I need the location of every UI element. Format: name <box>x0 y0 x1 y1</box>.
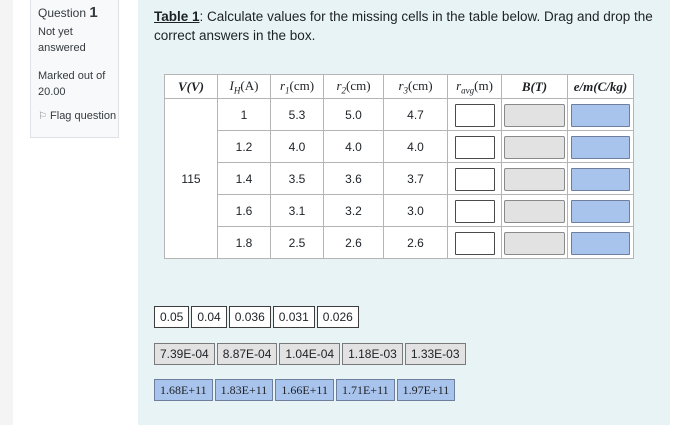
table-header-row: V(V) IH(A) r1(cm) r2(cm) r3(cm) ravg(m) … <box>164 74 634 99</box>
header-r3: r3(cm) <box>383 74 448 99</box>
ih-cell: 1.4 <box>217 162 271 195</box>
r1-cell: 4.0 <box>270 130 324 163</box>
r3-cell: 3.7 <box>383 162 448 195</box>
question-info-panel: Question 1 Not yet answered Marked out o… <box>30 0 119 138</box>
data-table: V(V) IH(A) r1(cm) r2(cm) r3(cm) ravg(m) … <box>164 74 634 259</box>
question-status: Not yet answered <box>38 26 86 54</box>
em-choice-chip[interactable]: 1.83E+11 <box>214 379 274 401</box>
b-choice-chip[interactable]: 8.87E-04 <box>216 343 278 365</box>
drop-zone-em[interactable] <box>571 136 630 159</box>
header-em: e/m(C/kg) <box>567 74 634 99</box>
flag-icon: ⚐ <box>38 111 47 122</box>
em-choice-chip[interactable]: 1.68E+11 <box>154 379 213 401</box>
drop-zone-ravg[interactable] <box>454 200 495 223</box>
table-row: 1.6 3.1 3.2 3.0 <box>165 194 634 227</box>
voltage-cell: 115 <box>164 98 218 259</box>
r3-cell: 3.0 <box>383 194 448 227</box>
em-choice-chip[interactable]: 1.71E+11 <box>335 379 395 401</box>
header-r1: r1(cm) <box>270 74 324 99</box>
b-choice-chip[interactable]: 7.39E-04 <box>154 343 215 365</box>
r2-cell: 4.0 <box>323 130 384 163</box>
question-marks: Marked out of 20.00 <box>38 70 106 98</box>
ih-cell: 1.2 <box>217 130 271 163</box>
header-voltage: V(V) <box>164 74 218 99</box>
b-choice-chip[interactable]: 1.04E-04 <box>279 343 341 365</box>
b-choice-chip[interactable]: 1.33E-03 <box>404 343 466 365</box>
question-number: 1 <box>89 4 98 21</box>
ih-cell: 1.6 <box>217 194 271 227</box>
b-choices: 7.39E-04 8.87E-04 1.04E-04 1.18E-03 1.33… <box>154 343 468 365</box>
r1-cell: 5.3 <box>270 98 324 131</box>
drop-zone-b[interactable] <box>504 104 565 127</box>
r2-cell: 5.0 <box>323 98 384 131</box>
drop-zone-b[interactable] <box>504 168 565 191</box>
r2-cell: 2.6 <box>323 226 384 259</box>
drop-zone-b[interactable] <box>504 232 565 255</box>
ravg-choice-chip[interactable]: 0.05 <box>154 306 190 328</box>
r1-cell: 3.1 <box>270 194 324 227</box>
table-reference: Table 1 <box>154 9 200 24</box>
r2-cell: 3.6 <box>323 162 384 195</box>
ih-cell: 1.8 <box>217 226 271 259</box>
flag-question-link[interactable]: ⚐ Flag question <box>38 108 118 125</box>
drop-zone-ravg[interactable] <box>454 232 495 255</box>
drop-zone-em[interactable] <box>571 168 630 191</box>
drop-zone-em[interactable] <box>571 200 630 223</box>
r1-cell: 2.5 <box>270 226 324 259</box>
drop-zone-ravg[interactable] <box>454 104 495 127</box>
table-row: 1.2 4.0 4.0 4.0 <box>165 130 634 163</box>
r2-cell: 3.2 <box>323 194 384 227</box>
drop-zone-ravg[interactable] <box>454 136 495 159</box>
header-ravg: ravg(m) <box>447 74 502 99</box>
ravg-choice-chip[interactable]: 0.026 <box>316 306 359 328</box>
ravg-choice-chip[interactable]: 0.031 <box>272 306 315 328</box>
drop-zone-em[interactable] <box>571 104 630 127</box>
instructions: Table 1: Calculate values for the missin… <box>154 7 664 45</box>
ravg-choice-chip[interactable]: 0.036 <box>228 306 271 328</box>
drop-zone-b[interactable] <box>504 136 565 159</box>
header-r2: r2(cm) <box>323 74 384 99</box>
header-current: IH(A) <box>217 74 271 99</box>
em-choice-chip[interactable]: 1.97E+11 <box>396 379 456 401</box>
drop-zone-em[interactable] <box>571 232 630 255</box>
em-choice-chip[interactable]: 1.66E+11 <box>275 379 334 401</box>
r1-cell: 3.5 <box>270 162 324 195</box>
header-b: B(T) <box>501 74 568 99</box>
ravg-choices: 0.05 0.04 0.036 0.031 0.026 <box>154 306 361 328</box>
drop-zone-ravg[interactable] <box>454 168 495 191</box>
r3-cell: 4.0 <box>383 130 448 163</box>
ih-cell: 1 <box>217 98 271 131</box>
em-choices: 1.68E+11 1.83E+11 1.66E+11 1.71E+11 1.97… <box>154 379 457 401</box>
r3-cell: 4.7 <box>383 98 448 131</box>
flag-question-label: Flag question <box>50 110 117 122</box>
drop-zone-b[interactable] <box>504 200 565 223</box>
r3-cell: 2.6 <box>383 226 448 259</box>
table-row: 115 1 5.3 5.0 4.7 <box>164 98 634 259</box>
question-label: Question <box>38 6 87 20</box>
ravg-choice-chip[interactable]: 0.04 <box>191 306 227 328</box>
table-row: 1.4 3.5 3.6 3.7 <box>165 162 634 195</box>
table-row: 1.8 2.5 2.6 2.6 <box>165 226 634 259</box>
b-choice-chip[interactable]: 1.18E-03 <box>342 343 403 365</box>
instructions-text: : Calculate values for the missing cells… <box>154 9 653 43</box>
